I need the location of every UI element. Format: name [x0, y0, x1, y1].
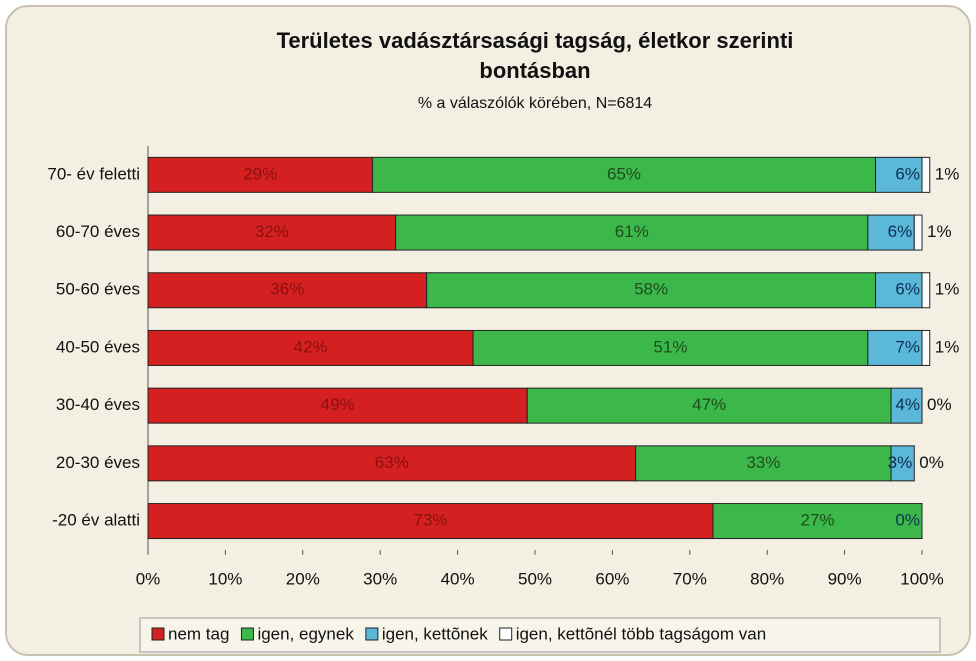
data-label: 3% [888, 453, 913, 472]
data-label: 51% [653, 337, 687, 356]
bar-segment [890, 387, 923, 424]
data-label: 1% [935, 337, 960, 356]
x-tick-label: 100% [900, 569, 943, 588]
chart-title: Területes vadásztársasági tagság, életko… [277, 28, 794, 83]
x-tick-label: 90% [828, 569, 862, 588]
data-label: 1% [927, 222, 952, 241]
data-label: 73% [413, 511, 447, 530]
bar-segment [921, 329, 931, 366]
bar-segment [147, 329, 474, 366]
bar-segment [921, 272, 931, 309]
y-tick-label: 60-70 éves [56, 222, 140, 241]
data-label: 61% [615, 222, 649, 241]
bar-segment [921, 156, 931, 193]
data-label: 49% [321, 395, 355, 414]
legend-label: igen, kettõnél több tagságom van [516, 624, 766, 643]
data-label: 6% [888, 222, 913, 241]
bar-segment [147, 503, 714, 540]
legend-swatch [151, 627, 165, 641]
y-tick-label: 40-50 éves [56, 337, 140, 356]
bar-segment [526, 387, 892, 424]
legend-swatch [240, 627, 254, 641]
bar-segment [867, 329, 923, 366]
legend-swatch [499, 627, 513, 641]
bar-segment [147, 445, 637, 482]
x-tick-label: 0% [136, 569, 161, 588]
legend-label: igen, egynek [257, 624, 354, 643]
y-tick-label: 50-60 éves [56, 280, 140, 299]
bar-segment [472, 329, 869, 366]
bar-segment [890, 445, 915, 482]
x-tick-label: 40% [441, 569, 475, 588]
data-label: 36% [270, 280, 304, 299]
data-label: 27% [800, 511, 834, 530]
data-label: 65% [607, 164, 641, 183]
data-label: 6% [895, 280, 920, 299]
chart-subtitle: % a válaszólók körében, N=6814 [418, 95, 652, 112]
x-tick-label: 20% [286, 569, 320, 588]
data-label: 33% [746, 453, 780, 472]
bar-segment [875, 156, 923, 193]
legend-box [139, 617, 941, 653]
bar-segment [147, 214, 397, 251]
x-tick-label: 10% [208, 569, 242, 588]
data-label: 0% [927, 395, 952, 414]
data-label: 4% [895, 395, 920, 414]
y-tick-label: 70- év feletti [47, 164, 140, 183]
data-label: 29% [243, 164, 277, 183]
x-tick-label: 60% [595, 569, 629, 588]
data-label: 6% [895, 164, 920, 183]
bar-segment [875, 272, 923, 309]
data-label: 42% [294, 337, 328, 356]
x-tick-label: 50% [518, 569, 552, 588]
bar-segment [635, 445, 892, 482]
data-label: 47% [692, 395, 726, 414]
data-label: 7% [895, 337, 920, 356]
legend-label: igen, kettõnek [382, 624, 488, 643]
data-label: 1% [935, 164, 960, 183]
y-tick-label: 30-40 éves [56, 395, 140, 414]
legend-label: nem tag [168, 624, 229, 643]
x-tick-label: 80% [750, 569, 784, 588]
bar-segment [395, 214, 869, 251]
data-label: 1% [935, 280, 960, 299]
legend-swatch [365, 627, 379, 641]
data-label: 32% [255, 222, 289, 241]
data-label: 0% [919, 453, 944, 472]
bar-segment [426, 272, 877, 309]
bar-segment [867, 214, 915, 251]
x-tick-label: 30% [363, 569, 397, 588]
bar-segment [712, 503, 923, 540]
y-tick-label: 20-30 éves [56, 453, 140, 472]
data-label: 63% [375, 453, 409, 472]
y-tick-label: -20 év alatti [52, 511, 140, 530]
x-tick-label: 70% [673, 569, 707, 588]
data-label: 58% [634, 280, 668, 299]
data-label: 0% [895, 511, 920, 530]
bar-segment [913, 214, 923, 251]
bar-segment [147, 387, 528, 424]
